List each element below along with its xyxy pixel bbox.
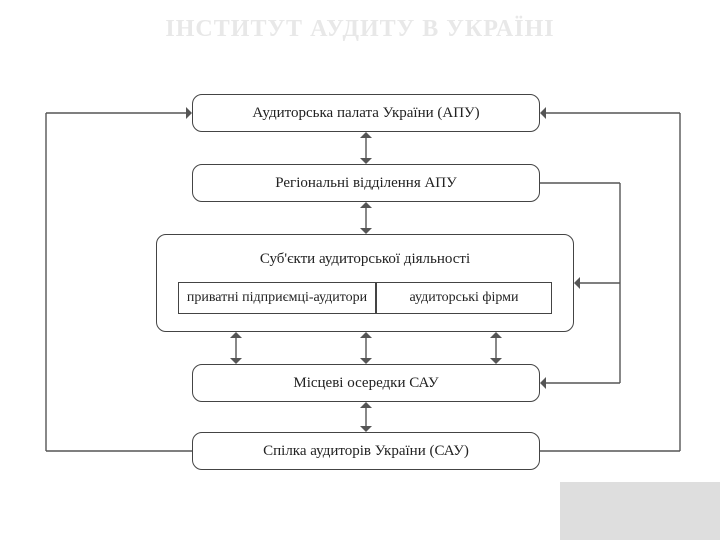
node-regional: Регіональні відділення АПУ <box>192 164 540 202</box>
node-sau: Спілка аудиторів України (САУ) <box>192 432 540 470</box>
footer-shade <box>560 482 720 540</box>
page-title: ІНСТИТУТ АУДИТУ В УКРАЇНІ <box>0 16 720 43</box>
subbox-private-auditors: приватні підприємці-аудитори <box>178 282 376 314</box>
node-sau-label: Спілка аудиторів України (САУ) <box>263 443 469 460</box>
subbox-audit-firms: аудиторські фірми <box>376 282 552 314</box>
node-subjects-label: Суб'єкти аудиторської діяльності <box>157 251 573 268</box>
node-local-sau: Місцеві осередки САУ <box>192 364 540 402</box>
node-apu: Аудиторська палата України (АПУ) <box>192 94 540 132</box>
node-regional-label: Регіональні відділення АПУ <box>275 175 457 192</box>
subbox-firms-label: аудиторські фірми <box>409 290 518 306</box>
node-local-sau-label: Місцеві осередки САУ <box>293 375 438 392</box>
node-apu-label: Аудиторська палата України (АПУ) <box>252 105 479 122</box>
diagram-stage: ІНСТИТУТ АУДИТУ В УКРАЇНІ Аудиторська па… <box>0 0 720 540</box>
subbox-private-label: приватні підприємці-аудитори <box>187 290 367 306</box>
